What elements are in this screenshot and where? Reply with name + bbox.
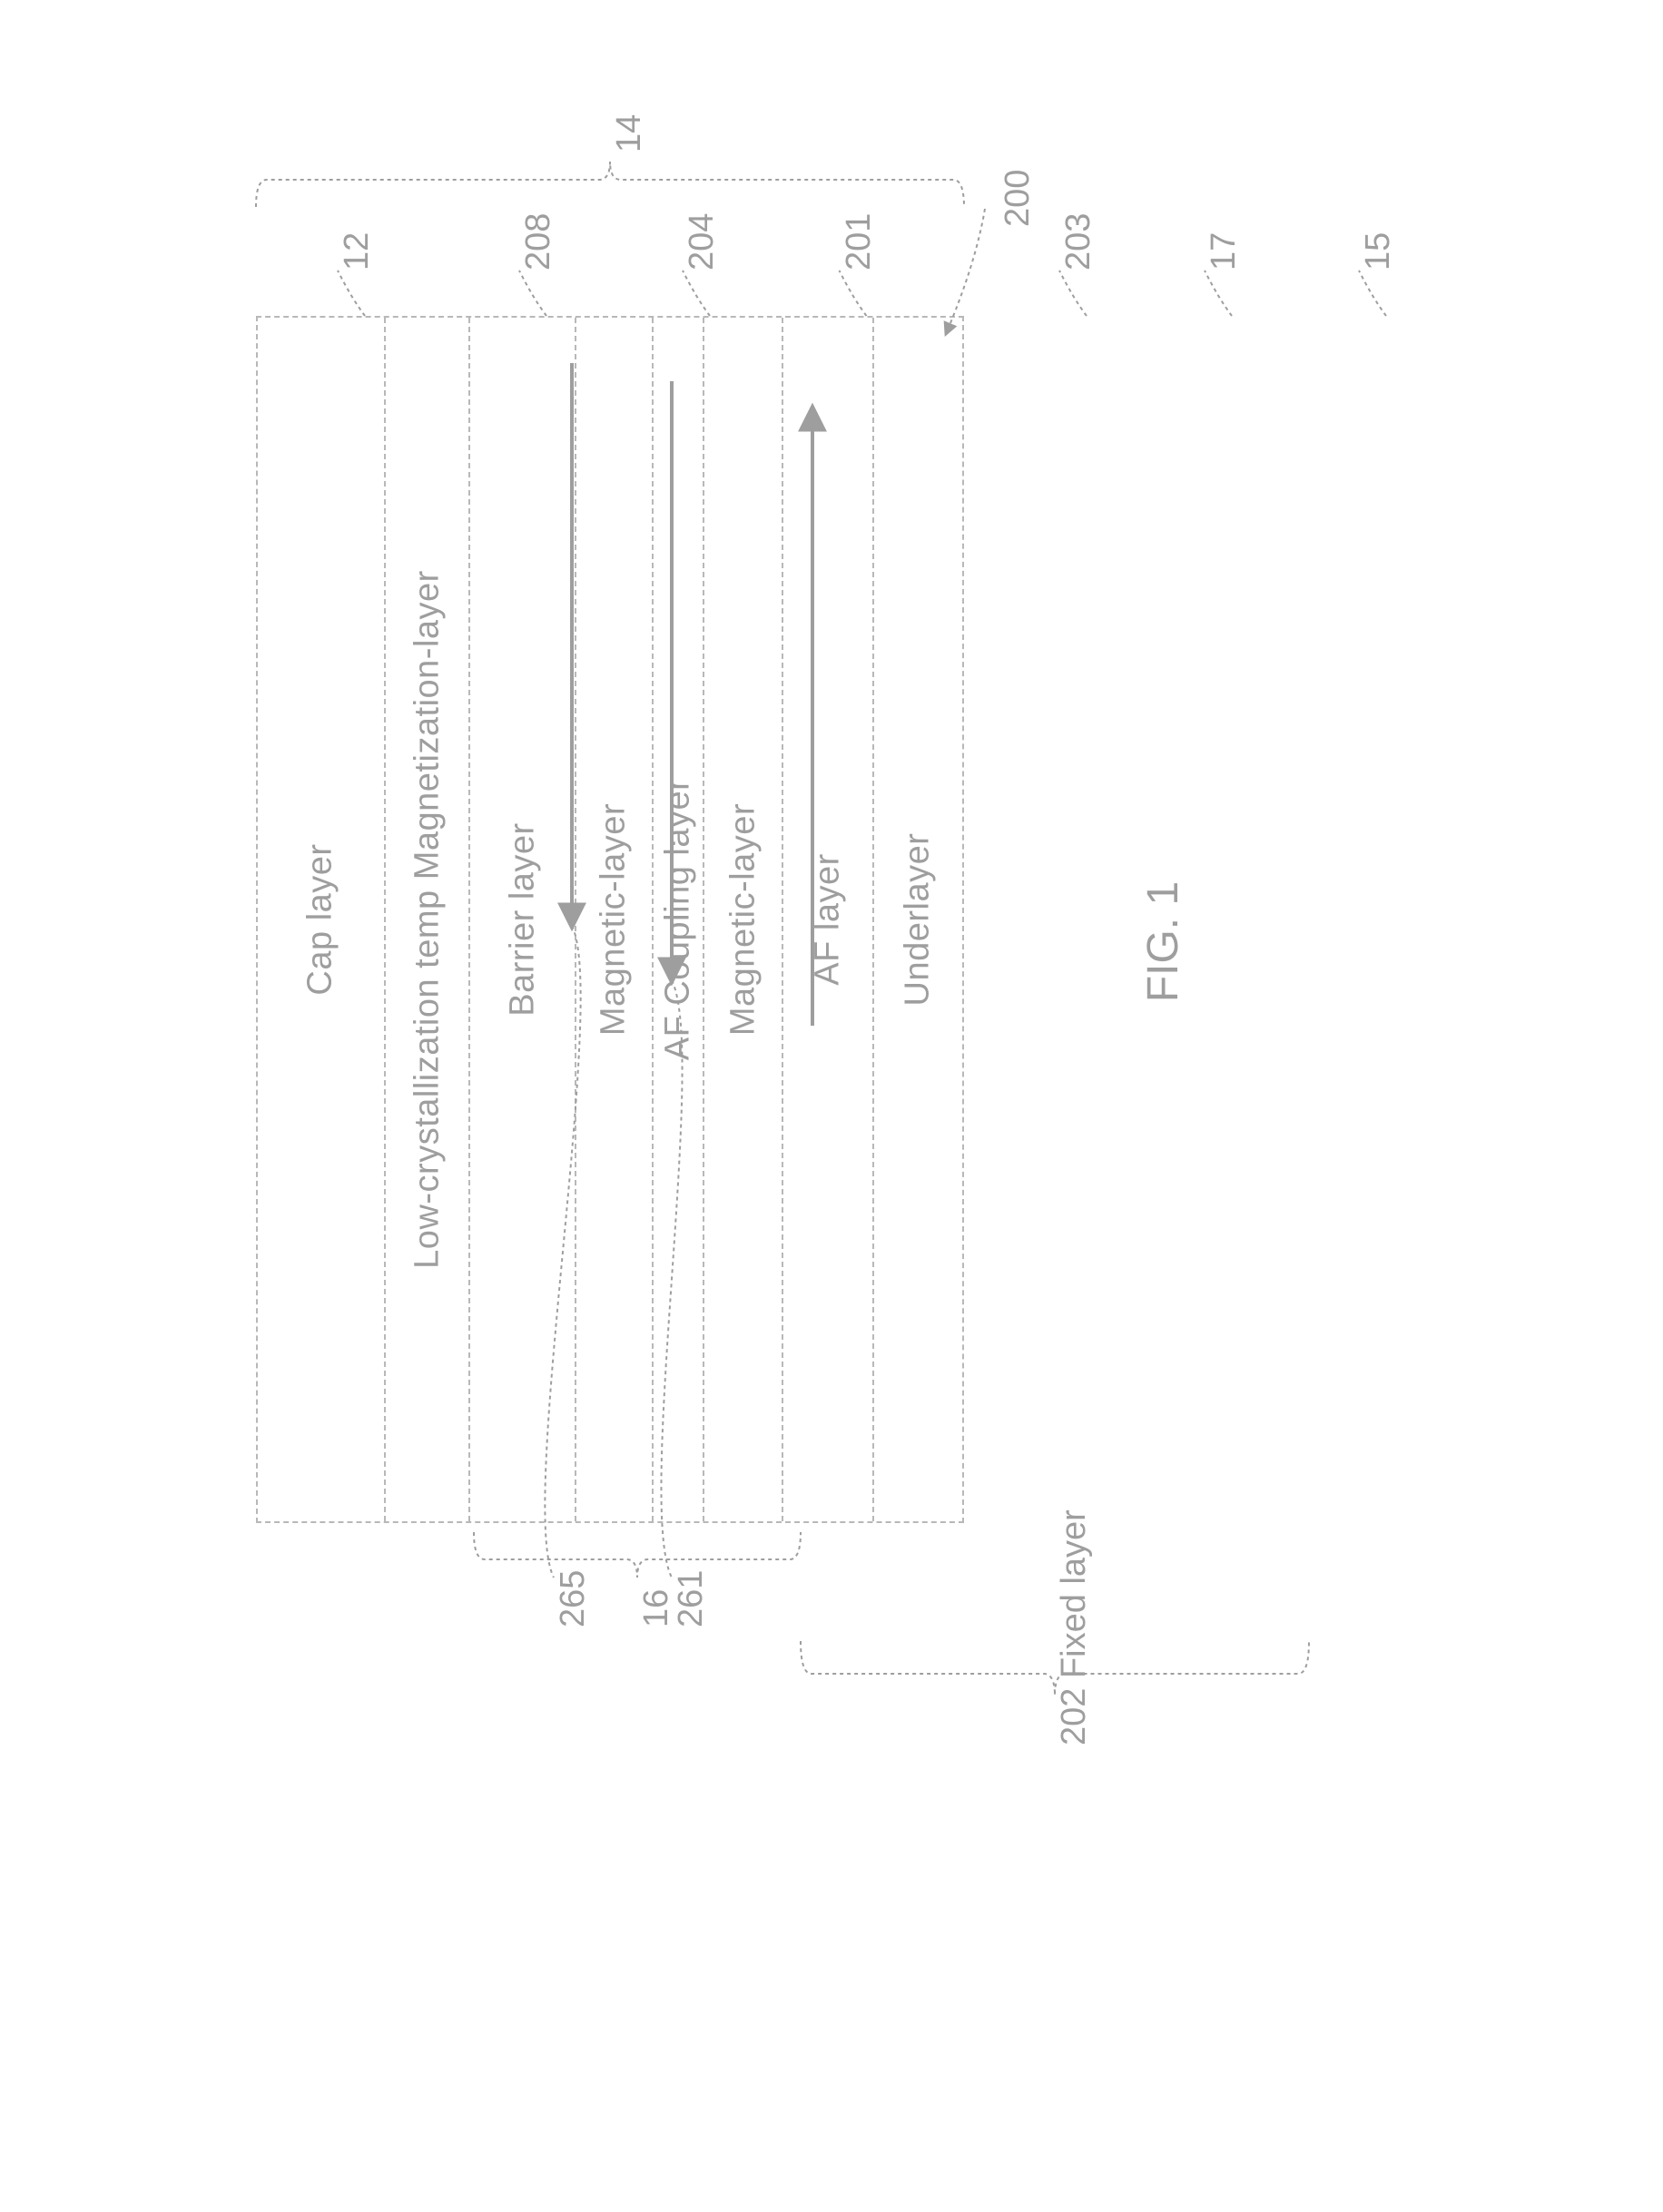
ref-leader-208 bbox=[519, 270, 546, 316]
layer-label-cap: Cap layer bbox=[301, 843, 340, 995]
layer-cap: Cap layer bbox=[258, 318, 384, 1521]
bracket-16 bbox=[474, 1532, 801, 1578]
ref-200: 200 bbox=[999, 170, 1038, 227]
figure-caption: FIG. 1 bbox=[1138, 881, 1188, 1002]
ref-15: 15 bbox=[1359, 232, 1398, 270]
ref-leader-204 bbox=[683, 270, 710, 316]
ref-leader-203 bbox=[1059, 270, 1087, 316]
layer-afcoupling: AF Coupling layer bbox=[652, 318, 703, 1521]
layer-label-mag2: Magnetic-layer bbox=[723, 803, 763, 1036]
ref-203: 203 bbox=[1059, 213, 1098, 270]
layer-lowcrys: Low-crystallization temp Magnetization-l… bbox=[384, 318, 468, 1521]
layer-mag1: Magnetic-layer bbox=[575, 318, 652, 1521]
bracket-label-202: 202 Fixed layer bbox=[1055, 1509, 1094, 1745]
layer-label-lowcrys: Low-crystallization temp Magnetization-l… bbox=[408, 570, 447, 1269]
layer-af: AF layer bbox=[782, 318, 871, 1521]
layer-label-af: AF layer bbox=[809, 853, 848, 985]
ref-leader-201 bbox=[840, 270, 867, 316]
layer-label-afcoupling: AF Coupling layer bbox=[658, 779, 697, 1061]
layer-label-barrier: Barrier layer bbox=[503, 822, 542, 1016]
layer-under: Underlayer bbox=[872, 318, 962, 1521]
ref-17: 17 bbox=[1205, 232, 1244, 270]
layer-stack: Cap layer Low-crystallization temp Magnet… bbox=[256, 316, 964, 1523]
ref-leader-12 bbox=[338, 270, 365, 316]
ref-leader-15 bbox=[1359, 270, 1386, 316]
ref-265: 265 bbox=[554, 1570, 593, 1627]
ref-261: 261 bbox=[672, 1570, 711, 1627]
layer-label-under: Underlayer bbox=[899, 833, 938, 1007]
bracket-label-16: 16 bbox=[637, 1589, 676, 1627]
ref-204: 204 bbox=[683, 213, 722, 270]
layer-barrier: Barrier layer bbox=[468, 318, 575, 1521]
bracket-label-14: 14 bbox=[610, 114, 649, 152]
ref-201: 201 bbox=[840, 213, 879, 270]
bracket-14 bbox=[256, 162, 964, 207]
ref-leader-17 bbox=[1205, 270, 1232, 316]
ref-208: 208 bbox=[519, 213, 558, 270]
figure-canvas: Cap layer Low-crystallization temp Magnet… bbox=[0, 0, 1663, 2212]
ref-12: 12 bbox=[338, 232, 377, 270]
layer-mag2: Magnetic-layer bbox=[703, 318, 782, 1521]
layer-label-mag1: Magnetic-layer bbox=[595, 803, 634, 1036]
